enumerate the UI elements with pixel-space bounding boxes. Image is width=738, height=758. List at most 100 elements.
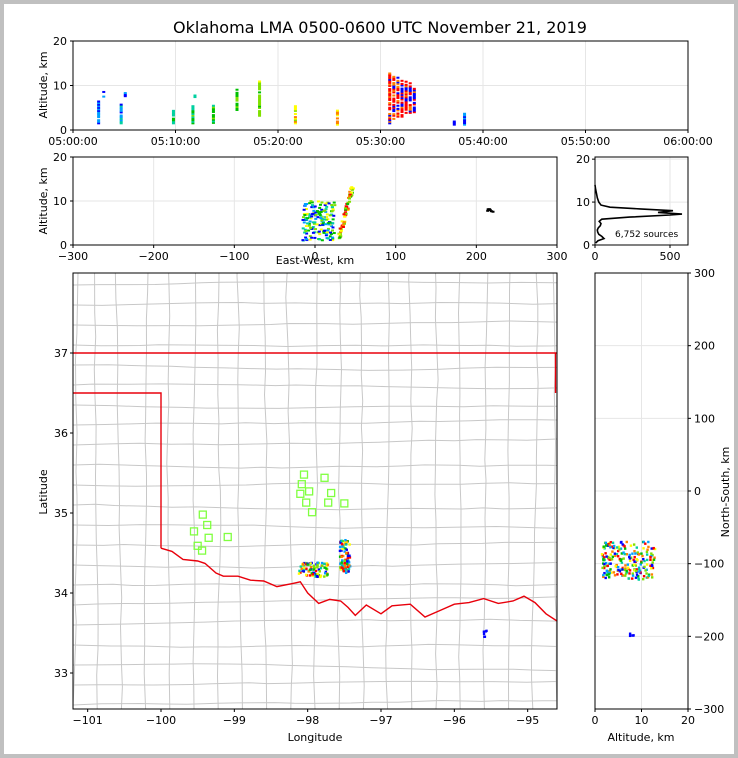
- y-tick-label: −100: [694, 558, 724, 571]
- source-point: [308, 214, 312, 217]
- time-source-column: [119, 103, 123, 125]
- source-point: [342, 213, 346, 216]
- source-point: [653, 547, 657, 551]
- source-point: [306, 563, 309, 566]
- source-point: [396, 101, 400, 104]
- time-source-column: [404, 80, 408, 114]
- source-point: [321, 216, 325, 219]
- source-point: [408, 111, 412, 114]
- source-point: [396, 81, 400, 84]
- source-point: [348, 197, 352, 200]
- county-line: [73, 699, 557, 706]
- source-point: [396, 93, 400, 96]
- source-point: [119, 116, 123, 119]
- source-point: [344, 213, 348, 216]
- source-point: [305, 563, 308, 566]
- source-point: [293, 120, 297, 123]
- source-point: [171, 109, 175, 112]
- plan-view-xlabel: Longitude: [288, 731, 343, 744]
- histogram-frame: [594, 156, 689, 246]
- source-point: [388, 89, 392, 92]
- source-point: [647, 545, 650, 549]
- time-source-column: [293, 105, 297, 125]
- source-point: [348, 195, 352, 198]
- lma-station-marker: [324, 498, 333, 507]
- source-point: [191, 111, 195, 114]
- source-point: [340, 566, 343, 569]
- source-point: [312, 209, 316, 212]
- source-point: [326, 237, 330, 240]
- source-point: [304, 208, 308, 211]
- county-line: [73, 643, 557, 648]
- north-south-ylabel: North-South, km: [719, 447, 732, 538]
- source-point: [97, 106, 101, 109]
- source-point: [344, 543, 348, 546]
- source-point: [412, 98, 416, 101]
- source-point: [639, 563, 642, 566]
- source-point: [258, 99, 262, 102]
- source-point: [310, 227, 314, 230]
- source-point: [404, 105, 408, 108]
- county-line: [93, 273, 99, 709]
- source-point: [623, 552, 626, 556]
- county-line: [73, 463, 557, 469]
- source-point: [452, 123, 456, 126]
- source-point: [97, 116, 101, 119]
- ew-source-cluster: [301, 200, 337, 242]
- source-point: [388, 75, 392, 78]
- source-point: [408, 108, 412, 111]
- source-point: [408, 82, 412, 85]
- source-point: [396, 104, 400, 107]
- source-point: [408, 91, 412, 94]
- source-point: [119, 122, 123, 125]
- source-point: [628, 557, 632, 561]
- source-point: [329, 224, 333, 227]
- source-point: [339, 230, 343, 233]
- source-point: [304, 230, 308, 233]
- source-point: [318, 214, 322, 217]
- plan-view-ylabel: Latitude: [37, 469, 50, 515]
- source-point: [392, 91, 396, 94]
- source-point: [625, 569, 628, 573]
- county-line: [114, 273, 123, 709]
- source-point: [119, 114, 123, 117]
- source-point: [316, 566, 319, 569]
- source-point: [412, 87, 416, 90]
- source-point: [348, 564, 351, 567]
- source-point: [628, 572, 631, 575]
- source-point: [338, 545, 342, 549]
- x-tick-label: −95: [516, 714, 539, 727]
- source-point: [392, 113, 396, 116]
- source-point: [396, 87, 400, 90]
- source-point: [298, 569, 301, 573]
- source-point: [392, 108, 396, 111]
- y-tick-label: 20: [576, 153, 590, 166]
- source-point: [319, 574, 323, 577]
- county-line: [530, 273, 539, 709]
- source-point: [328, 235, 332, 238]
- source-point: [388, 78, 392, 81]
- source-point: [97, 120, 101, 123]
- source-point: [324, 567, 328, 570]
- source-point: [396, 79, 400, 82]
- source-point: [608, 544, 611, 547]
- source-point: [408, 97, 412, 100]
- source-point: [404, 83, 408, 86]
- source-point: [312, 564, 316, 568]
- source-point: [635, 546, 639, 549]
- source-point: [350, 194, 354, 197]
- source-point: [404, 90, 408, 93]
- source-point: [650, 576, 654, 579]
- source-point: [388, 81, 392, 84]
- source-point: [463, 114, 467, 117]
- source-point: [302, 208, 306, 211]
- source-point: [324, 210, 328, 213]
- source-point: [610, 571, 613, 574]
- source-point: [326, 229, 330, 232]
- source-point: [321, 564, 324, 567]
- source-point: [616, 549, 620, 553]
- source-point: [310, 204, 314, 207]
- source-point: [642, 574, 646, 578]
- source-point: [612, 546, 615, 550]
- source-point: [609, 562, 612, 565]
